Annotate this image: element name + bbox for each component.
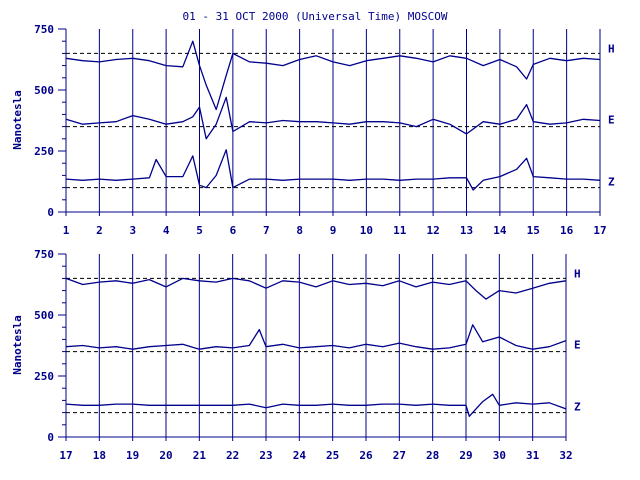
y-tick-label: 750 — [34, 248, 54, 261]
x-tick-label-29: 29 — [459, 449, 472, 462]
x-tick-label-25: 25 — [326, 449, 339, 462]
series-label-H: H — [608, 42, 615, 55]
panel-2: 0 250 500 750 17 18 19 20 21 22 23 24 25 26 27 28 29 30 31… — [11, 248, 581, 462]
y-tick-label: 750 — [34, 23, 54, 36]
x-tick-label-22: 22 — [226, 449, 239, 462]
x-tick-label-19: 19 — [126, 449, 139, 462]
y-tick-label: 250 — [34, 145, 54, 158]
x-tick-label-26: 26 — [359, 449, 373, 462]
x-tick-label-13: 13 — [460, 224, 473, 237]
chart-title: 01 - 31 OCT 2000 (Universal Time) MOSCOW — [183, 10, 448, 23]
x-tick-label-21: 21 — [193, 449, 207, 462]
x-tick-label-11: 11 — [393, 224, 407, 237]
x-tick-label-8: 8 — [296, 224, 303, 237]
series-label-Z: Z — [574, 401, 581, 414]
x-tick-label-31: 31 — [526, 449, 540, 462]
x-tick-label-17: 17 — [59, 449, 72, 462]
x-tick-label-7: 7 — [263, 224, 270, 237]
y-tick-label: 0 — [47, 206, 54, 219]
x-tick-label-4: 4 — [163, 224, 170, 237]
x-tick-label-23: 23 — [259, 449, 272, 462]
x-tick-label-16: 16 — [560, 224, 574, 237]
x-tick-label-18: 18 — [93, 449, 106, 462]
x-tick-label-14: 14 — [493, 224, 507, 237]
x-tick-label-32: 32 — [559, 449, 572, 462]
x-tick-label-10: 10 — [360, 224, 373, 237]
y-tick-label: 500 — [34, 84, 54, 97]
y-tick-label: 500 — [34, 309, 54, 322]
x-tick-label-3: 3 — [129, 224, 136, 237]
series-label-H: H — [574, 267, 581, 280]
x-tick-label-6: 6 — [230, 224, 237, 237]
y-axis-label: Nanotesla — [11, 315, 24, 375]
series-line-H — [65, 277, 567, 300]
x-tick-label-27: 27 — [393, 449, 406, 462]
x-tick-label-28: 28 — [426, 449, 439, 462]
y-axis-label: Nanotesla — [11, 90, 24, 150]
x-tick-label-1: 1 — [63, 224, 70, 237]
series-line-E — [65, 96, 601, 140]
series-line-Z — [65, 393, 567, 417]
x-tick-label-2: 2 — [96, 224, 103, 237]
x-tick-label-30: 30 — [493, 449, 506, 462]
x-tick-label-5: 5 — [196, 224, 203, 237]
series-label-E: E — [574, 339, 581, 352]
x-tick-label-12: 12 — [427, 224, 440, 237]
x-tick-label-15: 15 — [527, 224, 540, 237]
x-tick-label-17: 17 — [593, 224, 606, 237]
y-tick-label: 250 — [34, 370, 54, 383]
series-line-Z — [65, 149, 601, 191]
x-tick-label-9: 9 — [330, 224, 337, 237]
series-label-Z: Z — [608, 176, 615, 189]
x-tick-label-24: 24 — [293, 449, 307, 462]
y-tick-label: 0 — [47, 431, 54, 444]
x-tick-label-20: 20 — [159, 449, 172, 462]
series-line-H — [65, 40, 601, 111]
series-line-E — [65, 324, 567, 350]
series-label-E: E — [608, 114, 615, 127]
